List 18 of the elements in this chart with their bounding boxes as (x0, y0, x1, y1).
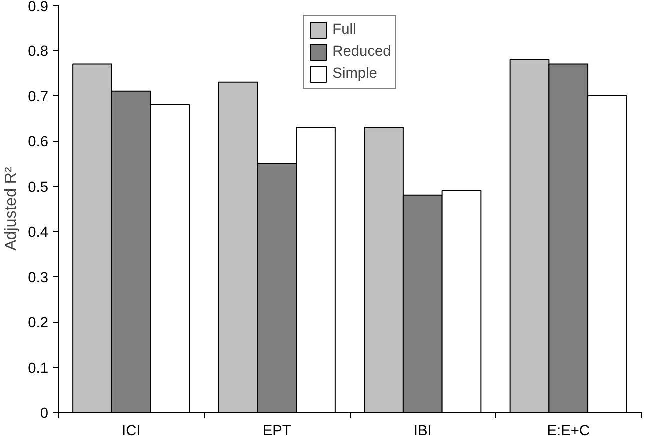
legend-label: Reduced (332, 44, 392, 60)
y-tick-label: 0.4 (28, 225, 48, 242)
y-axis-title: Adjusted R² (3, 166, 20, 251)
y-tick-label: 0.5 (28, 180, 48, 196)
y-tick-label: 0.6 (28, 134, 48, 151)
x-tick-label: ICI (122, 424, 141, 440)
y-tick-label: 0.7 (28, 89, 48, 106)
x-tick-label: IBI (414, 424, 432, 440)
y-tick-label: 0.1 (28, 360, 48, 377)
y-tick-label: 0.2 (28, 316, 48, 332)
x-tick-label: E:E+C (547, 424, 590, 440)
x-tick-label: EPT (262, 424, 292, 440)
y-tick-label: 0.3 (28, 270, 48, 286)
legend-label: Simple (332, 66, 378, 82)
legend-label: Full (332, 22, 356, 38)
y-tick-label: 0.9 (28, 0, 48, 16)
y-tick-label: 0 (40, 406, 49, 422)
y-tick-label: 0.8 (28, 44, 48, 60)
